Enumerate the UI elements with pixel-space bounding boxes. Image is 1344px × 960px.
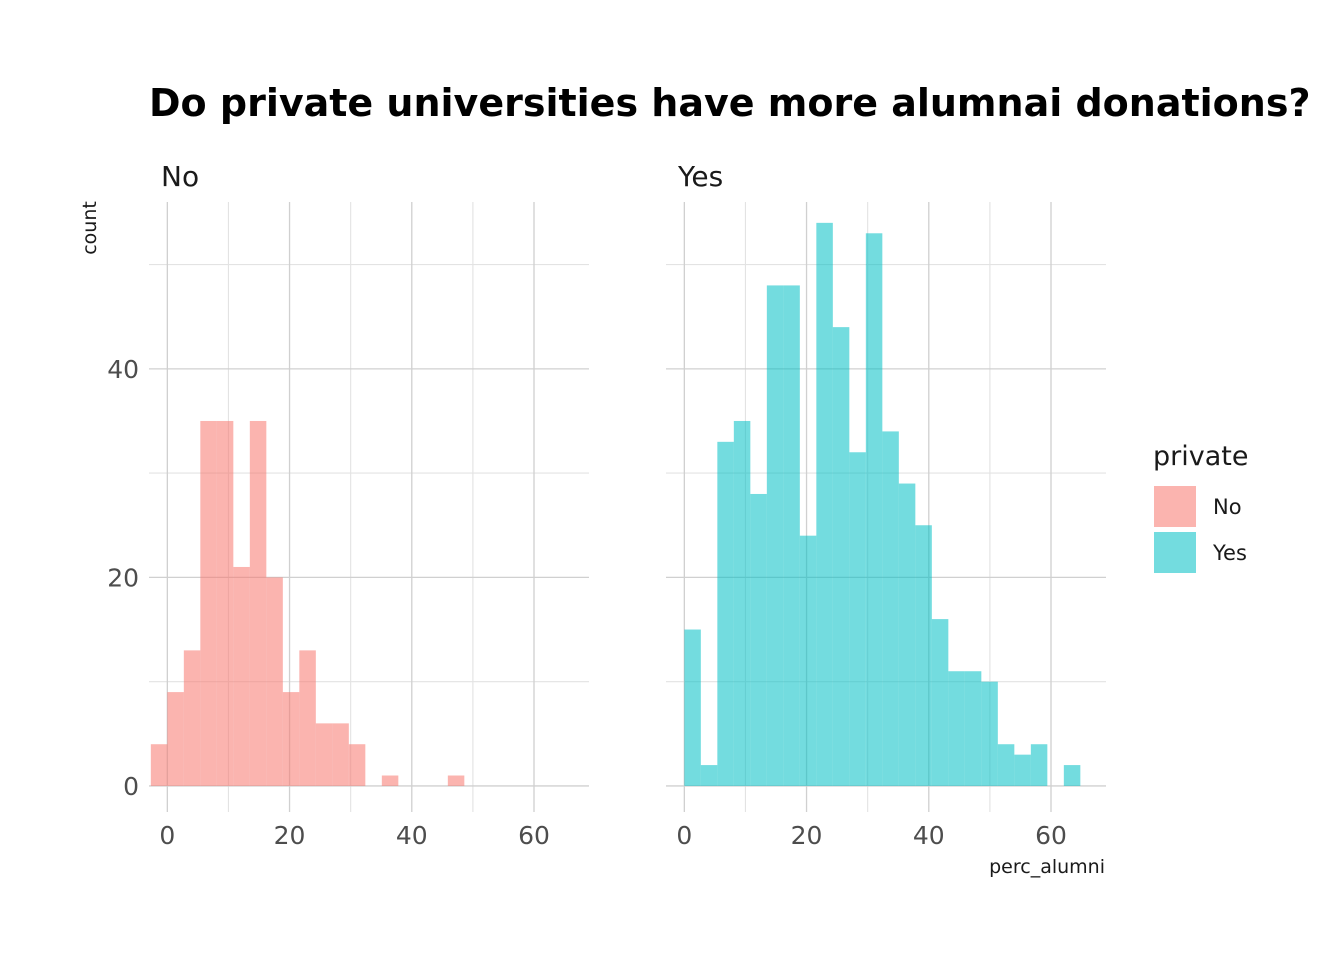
histogram-bar bbox=[282, 692, 300, 786]
histogram-bar bbox=[1014, 754, 1031, 786]
histogram-bar bbox=[249, 420, 267, 786]
histogram-bar bbox=[832, 327, 850, 786]
panel-yes: Yes 0 20 40 60 bbox=[666, 160, 1106, 850]
y-axis-label: count bbox=[79, 201, 101, 255]
histogram-bar bbox=[783, 285, 800, 786]
x-tick-label: 60 bbox=[1035, 821, 1067, 850]
histogram-bar bbox=[266, 577, 283, 786]
histogram-bar bbox=[915, 525, 932, 786]
histogram-bar bbox=[865, 233, 883, 786]
histogram-bar bbox=[299, 650, 316, 786]
histogram-bar bbox=[733, 420, 751, 786]
x-tick-label: 40 bbox=[913, 821, 945, 850]
strip-label-yes: Yes bbox=[677, 160, 723, 193]
histogram-bar bbox=[332, 723, 349, 786]
chart-title: Do private universities have more alumna… bbox=[149, 81, 1311, 125]
histogram-bar bbox=[750, 493, 767, 786]
histogram-bar bbox=[348, 744, 366, 786]
histogram-bar bbox=[816, 222, 833, 786]
y-tick-label: 20 bbox=[107, 563, 139, 592]
histogram-bar bbox=[1063, 765, 1081, 786]
histogram-bar bbox=[684, 629, 701, 786]
bars bbox=[150, 420, 465, 786]
histogram-bar bbox=[381, 775, 399, 786]
bars bbox=[684, 222, 1081, 786]
histogram-bar bbox=[931, 619, 949, 786]
x-tick-label: 40 bbox=[396, 821, 428, 850]
histogram-bar bbox=[964, 671, 982, 786]
histogram-bar bbox=[233, 566, 250, 786]
histogram-bar bbox=[150, 744, 168, 786]
histogram-bar bbox=[898, 483, 916, 786]
legend-title: private bbox=[1153, 441, 1248, 472]
histogram-bar bbox=[1030, 744, 1048, 786]
histogram-bar bbox=[700, 765, 718, 786]
histogram-bar bbox=[997, 744, 1015, 786]
histogram-bar bbox=[167, 692, 184, 786]
legend: private No Yes bbox=[1153, 441, 1248, 573]
legend-label-yes: Yes bbox=[1212, 541, 1247, 565]
x-tick-label: 20 bbox=[274, 821, 306, 850]
x-tick-label: 20 bbox=[791, 821, 823, 850]
y-tick-label: 0 bbox=[123, 772, 139, 801]
histogram-bar bbox=[717, 441, 734, 786]
y-tick-label: 40 bbox=[107, 355, 139, 384]
x-tick-label: 0 bbox=[159, 821, 175, 850]
panel-no: No 0 20 40 60 0 20 40 bbox=[107, 160, 589, 850]
histogram-bar bbox=[183, 650, 201, 786]
histogram-bar bbox=[447, 775, 465, 786]
x-axis-label: perc_alumni bbox=[989, 856, 1105, 878]
histogram-bar bbox=[849, 452, 866, 786]
legend-key-no bbox=[1154, 486, 1196, 527]
histogram-bar bbox=[766, 285, 784, 786]
legend-key-yes bbox=[1154, 532, 1196, 573]
histogram-bar bbox=[216, 420, 234, 786]
x-tick-label: 60 bbox=[518, 821, 550, 850]
histogram-bar bbox=[200, 420, 217, 786]
histogram-bar bbox=[948, 671, 965, 786]
strip-label-no: No bbox=[161, 160, 199, 193]
x-tick-label: 0 bbox=[676, 821, 692, 850]
histogram-bar bbox=[315, 723, 333, 786]
histogram-bar bbox=[882, 431, 899, 786]
histogram-bar bbox=[981, 681, 998, 786]
legend-label-no: No bbox=[1213, 495, 1242, 519]
histogram-bar bbox=[799, 535, 817, 786]
